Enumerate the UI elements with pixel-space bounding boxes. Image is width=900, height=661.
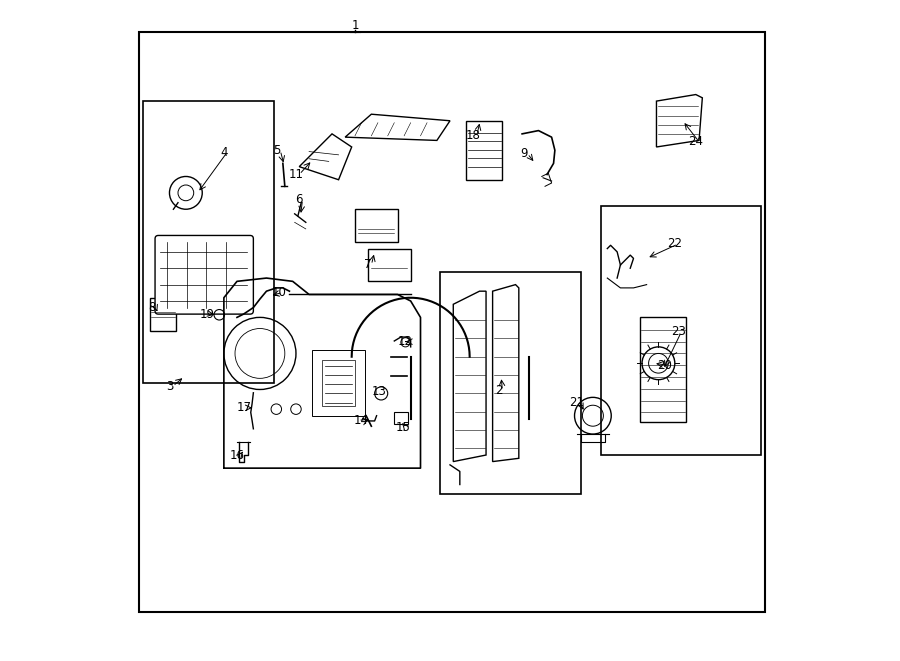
Bar	[143, 101, 274, 383]
Text: 13: 13	[372, 385, 387, 398]
Bar	[149, 297, 176, 330]
Text: 8: 8	[148, 301, 156, 314]
Bar	[466, 121, 502, 180]
Bar	[322, 360, 355, 406]
Text: 10: 10	[272, 286, 287, 299]
Text: 22: 22	[667, 237, 682, 251]
Text: 18: 18	[466, 129, 481, 141]
Text: 4: 4	[220, 145, 228, 159]
Bar	[139, 32, 765, 612]
Text: 5: 5	[274, 143, 281, 157]
Bar	[640, 317, 686, 422]
Bar	[355, 210, 398, 242]
Bar	[601, 206, 761, 455]
Text: 12: 12	[398, 335, 413, 348]
Text: 11: 11	[289, 168, 303, 181]
Bar	[393, 412, 408, 424]
Bar	[368, 249, 410, 282]
Text: 2: 2	[495, 384, 503, 397]
Text: 15: 15	[395, 421, 410, 434]
Text: 19: 19	[200, 307, 215, 321]
Text: 14: 14	[354, 414, 369, 428]
Text: 21: 21	[569, 396, 584, 409]
Bar	[440, 272, 581, 494]
Text: 9: 9	[520, 147, 527, 160]
Text: 1: 1	[351, 19, 359, 32]
Text: 7: 7	[364, 258, 372, 272]
Text: 23: 23	[670, 325, 686, 338]
Text: 3: 3	[166, 379, 173, 393]
Text: 24: 24	[688, 136, 703, 148]
Text: 16: 16	[230, 449, 245, 461]
Text: 20: 20	[658, 359, 672, 371]
Bar	[312, 350, 364, 416]
Text: 17: 17	[237, 401, 252, 414]
FancyBboxPatch shape	[155, 235, 254, 314]
Text: 6: 6	[295, 193, 303, 206]
